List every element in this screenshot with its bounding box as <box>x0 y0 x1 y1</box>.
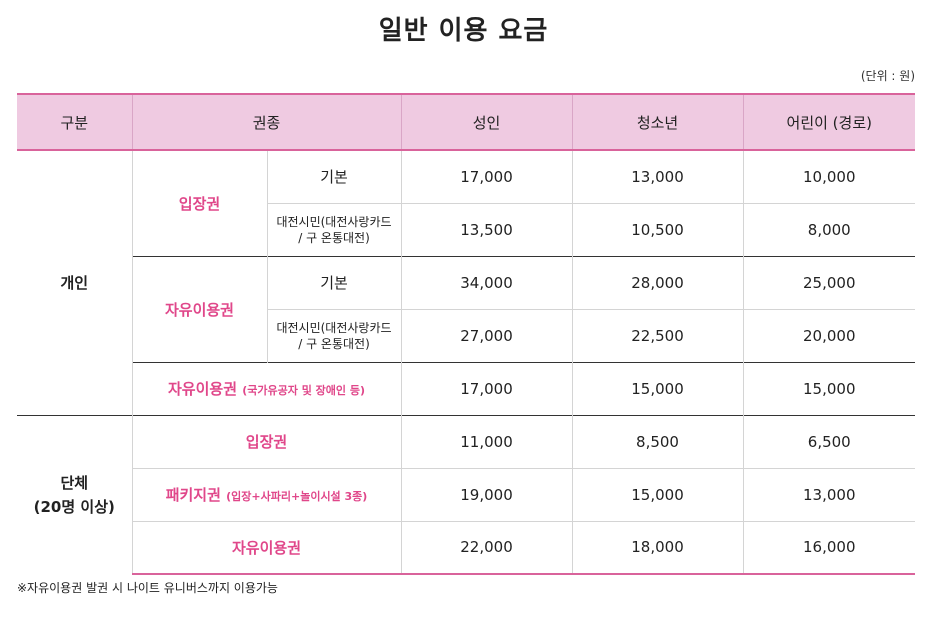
subtype-citizen-line2: / 구 온통대전) <box>298 336 370 351</box>
price-cell: 11,000 <box>400 414 573 468</box>
price-cell: 27,000 <box>400 308 573 362</box>
price-table: 구분 권종 성인 청소년 어린이 (경로) 개인 입장권 기본 17,000 1… <box>17 93 916 575</box>
header-category: 구분 <box>17 94 132 150</box>
table-row: 대전시민(대전사랑카드 / 구 온통대전) 27,000 22,500 20,0… <box>17 308 916 362</box>
price-cell: 15,000 <box>571 361 744 415</box>
ticket-group-freepass: 자유이용권 <box>131 520 402 575</box>
price-cell: 22,000 <box>400 520 573 575</box>
price-cell: 17,000 <box>400 149 573 203</box>
subtype-citizen-line1: 대전시민(대전사랑카드 <box>276 214 392 229</box>
price-cell: 13,000 <box>742 467 916 521</box>
subtype-citizen: 대전시민(대전사랑카드 / 구 온통대전) <box>266 308 402 362</box>
price-cell: 6,500 <box>742 414 916 468</box>
ticket-freepass: 자유이용권 <box>131 255 267 362</box>
price-cell: 8,500 <box>571 414 744 468</box>
price-cell: 13,500 <box>400 202 573 256</box>
price-cell: 8,000 <box>742 202 916 256</box>
ticket-group-entry: 입장권 <box>131 414 402 468</box>
table-row: 자유이용권 기본 34,000 28,000 25,000 <box>17 255 916 362</box>
ticket-package: 패키지권 (입장+사파리+놀이시설 3종) <box>131 467 402 521</box>
table-row: 자유이용권 22,000 18,000 16,000 <box>17 520 916 575</box>
subtype-citizen-line1: 대전시민(대전사랑카드 <box>276 320 392 335</box>
price-cell: 15,000 <box>571 467 744 521</box>
ticket-freepass-special: 자유이용권 (국가유공자 및 장애인 등) <box>131 361 402 415</box>
page-title: 일반 이용 요금 <box>378 16 549 46</box>
header-youth: 청소년 <box>571 94 744 150</box>
header-adult: 성인 <box>400 94 573 150</box>
ticket-package-note: (입장+사파리+놀이시설 3종) <box>226 490 368 503</box>
price-cell: 18,000 <box>571 520 744 575</box>
price-cell: 19,000 <box>400 467 573 521</box>
header-ticket-type: 권종 <box>131 94 402 150</box>
table-row: 개인 입장권 기본 17,000 13,000 10,000 <box>17 149 916 415</box>
price-cell: 34,000 <box>400 255 573 309</box>
footnote: ※자유이용권 발권 시 나이트 유니버스까지 이용가능 <box>17 581 278 595</box>
price-cell: 13,000 <box>571 149 744 203</box>
ticket-entry: 입장권 <box>131 149 267 256</box>
price-cell: 22,500 <box>571 308 744 362</box>
table-row: 대전시민(대전사랑카드 / 구 온통대전) 13,500 10,500 8,00… <box>17 202 916 256</box>
table-row: 패키지권 (입장+사파리+놀이시설 3종) 19,000 15,000 13,0… <box>17 467 916 521</box>
table-header-row: 구분 권종 성인 청소년 어린이 (경로) <box>17 94 916 150</box>
price-cell: 10,500 <box>571 202 744 256</box>
group-organization-line2: (20명 이상) <box>33 497 115 516</box>
ticket-freepass-special-label: 자유이용권 <box>168 380 238 398</box>
price-cell: 10,000 <box>742 149 916 203</box>
header-child: 어린이 (경로) <box>742 94 916 150</box>
table-row: 자유이용권 (국가유공자 및 장애인 등) 17,000 15,000 15,0… <box>17 361 916 415</box>
price-cell: 20,000 <box>742 308 916 362</box>
unit-label: (단위 : 원) <box>860 69 915 83</box>
group-organization-line1: 단체 <box>60 473 89 492</box>
group-organization: 단체 (20명 이상) <box>17 414 132 574</box>
subtype-citizen-line2: / 구 온통대전) <box>298 230 370 245</box>
group-individual: 개인 <box>17 149 132 415</box>
price-cell: 28,000 <box>571 255 744 309</box>
subtype-citizen: 대전시민(대전사랑카드 / 구 온통대전) <box>266 202 402 256</box>
price-cell: 16,000 <box>742 520 916 575</box>
price-cell: 25,000 <box>742 255 916 309</box>
price-cell: 17,000 <box>400 361 573 415</box>
subtype-basic: 기본 <box>266 149 402 203</box>
table-row: 단체 (20명 이상) 입장권 11,000 8,500 6,500 <box>17 414 916 574</box>
price-cell: 15,000 <box>742 361 916 415</box>
ticket-freepass-special-note: (국가유공자 및 장애인 등) <box>242 384 365 397</box>
subtype-basic: 기본 <box>266 255 402 309</box>
ticket-package-label: 패키지권 <box>165 486 221 504</box>
